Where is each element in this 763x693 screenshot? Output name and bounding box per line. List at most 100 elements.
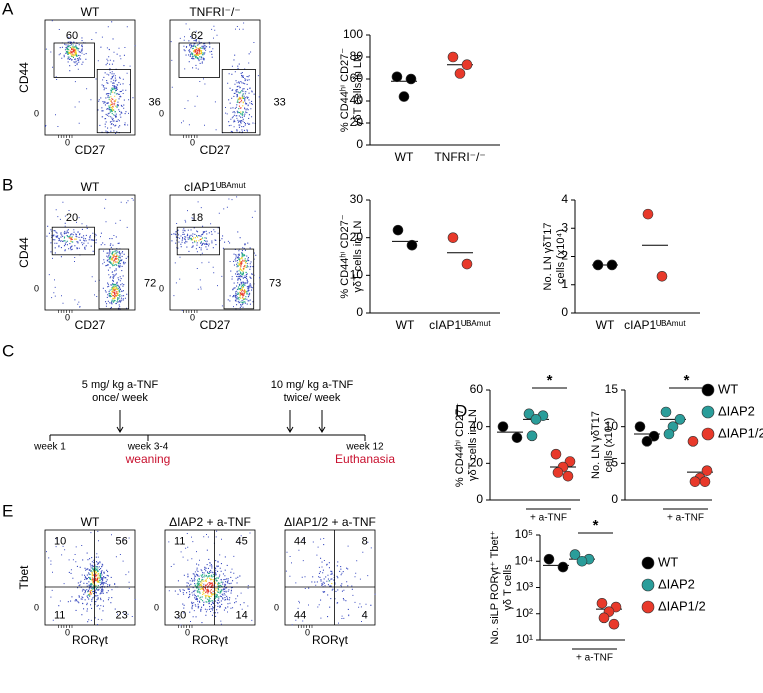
y-axis-label: γδT cells in LN bbox=[467, 409, 479, 481]
dot bbox=[701, 465, 713, 476]
y-axis-label: No. siLP RORγt⁺ Tbet⁺ bbox=[489, 530, 501, 644]
dot bbox=[641, 436, 653, 447]
y-tick-label: 10¹ bbox=[516, 632, 533, 646]
event-label: Euthanasia bbox=[335, 452, 395, 466]
flow-events bbox=[328, 580, 330, 582]
dot bbox=[461, 59, 473, 70]
gate-value: 11 bbox=[54, 609, 65, 621]
y-tick-label: 80 bbox=[350, 49, 364, 63]
dot bbox=[687, 436, 699, 447]
dot bbox=[461, 258, 473, 270]
flow-title: ΔIAP1/2 + a-TNF bbox=[284, 515, 376, 529]
gate-value: 44 bbox=[294, 609, 306, 621]
flow-y-label: CD44 bbox=[17, 62, 31, 93]
gate-value: 60 bbox=[66, 30, 78, 42]
y-tick-label: 40 bbox=[470, 419, 484, 433]
gate-value: 36 bbox=[149, 97, 161, 109]
y-tick-label: 10⁴ bbox=[514, 553, 533, 567]
panel-label: C bbox=[2, 341, 14, 360]
dot bbox=[634, 421, 646, 432]
legend-marker bbox=[641, 556, 655, 570]
flow-zero: 0 bbox=[34, 109, 39, 119]
flow-plot-frame bbox=[284, 529, 376, 626]
flow-events bbox=[171, 196, 260, 311]
flow-zero: 0 bbox=[65, 627, 70, 637]
dot bbox=[562, 470, 574, 482]
dot bbox=[674, 414, 686, 425]
flow-zero: 0 bbox=[65, 137, 70, 147]
dot bbox=[447, 51, 459, 63]
y-axis-label: % CD44ʰⁱ CD27⁻ bbox=[339, 214, 351, 298]
dot bbox=[511, 432, 523, 443]
panel-label: E bbox=[2, 501, 13, 520]
x-tick-label: cIAP1ᵁᴮᴬᵐᵘᵗ bbox=[624, 318, 686, 332]
flow-x-label: CD27 bbox=[75, 318, 106, 332]
x-tick-label: WT bbox=[395, 150, 414, 164]
y-tick-label: 30 bbox=[350, 192, 364, 206]
y-axis-label: % CD44ʰⁱ CD27⁻ bbox=[339, 48, 351, 132]
treatment: 5 mg/ kg a-TNF bbox=[82, 379, 159, 391]
gate bbox=[51, 226, 95, 256]
x-axis-label: + a-TNF bbox=[667, 513, 704, 524]
gate bbox=[96, 69, 131, 134]
flow-title: WT bbox=[81, 515, 100, 529]
flow-title: ΔIAP2 + a-TNF bbox=[169, 515, 251, 529]
flow-zero: 0 bbox=[159, 284, 164, 294]
x-axis-label: + a-TNF bbox=[576, 653, 613, 664]
gate-value: 30 bbox=[174, 609, 186, 621]
dot bbox=[398, 91, 410, 102]
gate bbox=[221, 69, 256, 134]
treatment: 10 mg/ kg a-TNF bbox=[271, 379, 354, 391]
arrow-head bbox=[116, 426, 124, 433]
flow-zero: 0 bbox=[185, 627, 190, 637]
x-tick-label: cIAP1ᵁᴮᴬᵐᵘᵗ bbox=[429, 318, 491, 332]
dot bbox=[497, 421, 509, 432]
gate bbox=[176, 226, 220, 256]
legend-marker bbox=[701, 427, 715, 441]
flow-plot-frame bbox=[169, 194, 261, 311]
panel-label: B bbox=[2, 175, 13, 194]
flow-title: WT bbox=[81, 180, 100, 194]
y-tick-label: 10 bbox=[350, 268, 364, 282]
dot bbox=[405, 73, 417, 85]
y-tick-label: 0 bbox=[611, 492, 618, 506]
flow-zero: 0 bbox=[159, 109, 164, 119]
flow-events bbox=[88, 570, 100, 595]
gate-value: 72 bbox=[144, 277, 156, 289]
x-tick-label: WT bbox=[596, 318, 615, 332]
flow-events bbox=[46, 198, 134, 310]
gate bbox=[53, 42, 95, 78]
gate-value: 56 bbox=[116, 535, 128, 547]
gate bbox=[178, 42, 220, 78]
gate-value: 44 bbox=[294, 535, 306, 547]
flow-plot-frame bbox=[169, 19, 261, 136]
gate-value: 62 bbox=[191, 30, 203, 42]
dot bbox=[576, 555, 588, 567]
treatment: twice/ week bbox=[284, 392, 341, 404]
y-tick-label: 60 bbox=[350, 71, 364, 85]
treatment: once/ week bbox=[92, 392, 148, 404]
flow-plot-frame bbox=[44, 19, 136, 136]
arrow-head bbox=[286, 426, 294, 433]
gate-value: 8 bbox=[362, 535, 368, 547]
dot bbox=[596, 598, 608, 609]
y-tick-label: 100 bbox=[343, 27, 363, 41]
y-tick-label: 15 bbox=[605, 382, 619, 396]
dot bbox=[552, 467, 564, 478]
flow-plot-frame bbox=[44, 194, 136, 311]
flow-title: cIAP1ᵁᴮᴬᵐᵘᵗ bbox=[184, 180, 246, 194]
y-axis-label: No. LN γδT17 bbox=[590, 411, 602, 479]
legend-marker bbox=[701, 383, 715, 397]
y-tick-label: 0 bbox=[356, 305, 363, 319]
dot bbox=[660, 406, 672, 418]
flow-events bbox=[87, 566, 102, 597]
x-axis-label: + a-TNF bbox=[530, 513, 567, 524]
dot bbox=[569, 549, 581, 560]
dot bbox=[564, 456, 576, 467]
dot bbox=[523, 408, 535, 420]
legend-label: WT bbox=[718, 381, 738, 396]
gate-value: 4 bbox=[362, 609, 368, 621]
dot bbox=[530, 414, 542, 425]
gate-value: 73 bbox=[269, 277, 281, 289]
flow-y-label: Tbet bbox=[17, 565, 31, 590]
